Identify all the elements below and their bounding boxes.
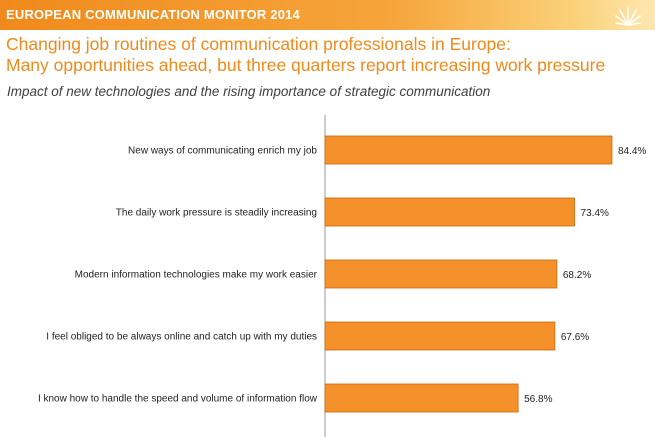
bar xyxy=(324,321,556,351)
category-label: I know how to handle the speed and volum… xyxy=(38,394,318,405)
category-label: I feel obliged to be always online and c… xyxy=(46,332,317,343)
headline-line-1: Changing job routines of communication p… xyxy=(6,34,511,54)
bar xyxy=(324,383,519,413)
header-banner: EUROPEAN COMMUNICATION MONITOR 2014 xyxy=(0,0,655,30)
category-label: Modern information technologies make my … xyxy=(75,270,318,281)
data-label: 84.4% xyxy=(618,146,646,157)
page-headline: Changing job routines of communication p… xyxy=(6,34,654,76)
headline-line-2: Many opportunities ahead, but three quar… xyxy=(6,55,606,75)
data-label: 67.6% xyxy=(561,332,589,343)
page-subtitle: Impact of new technologies and the risin… xyxy=(7,84,491,99)
data-label: 68.2% xyxy=(563,270,591,281)
bar xyxy=(324,135,613,165)
bar xyxy=(324,197,575,227)
banner-title: EUROPEAN COMMUNICATION MONITOR 2014 xyxy=(6,7,300,22)
category-label: New ways of communicating enrich my job xyxy=(128,146,317,157)
data-label: 73.4% xyxy=(581,208,609,219)
category-label: The daily work pressure is steadily incr… xyxy=(116,208,317,219)
sunburst-logo-icon xyxy=(615,7,641,26)
bar xyxy=(324,259,558,289)
data-label: 56.8% xyxy=(524,394,552,405)
